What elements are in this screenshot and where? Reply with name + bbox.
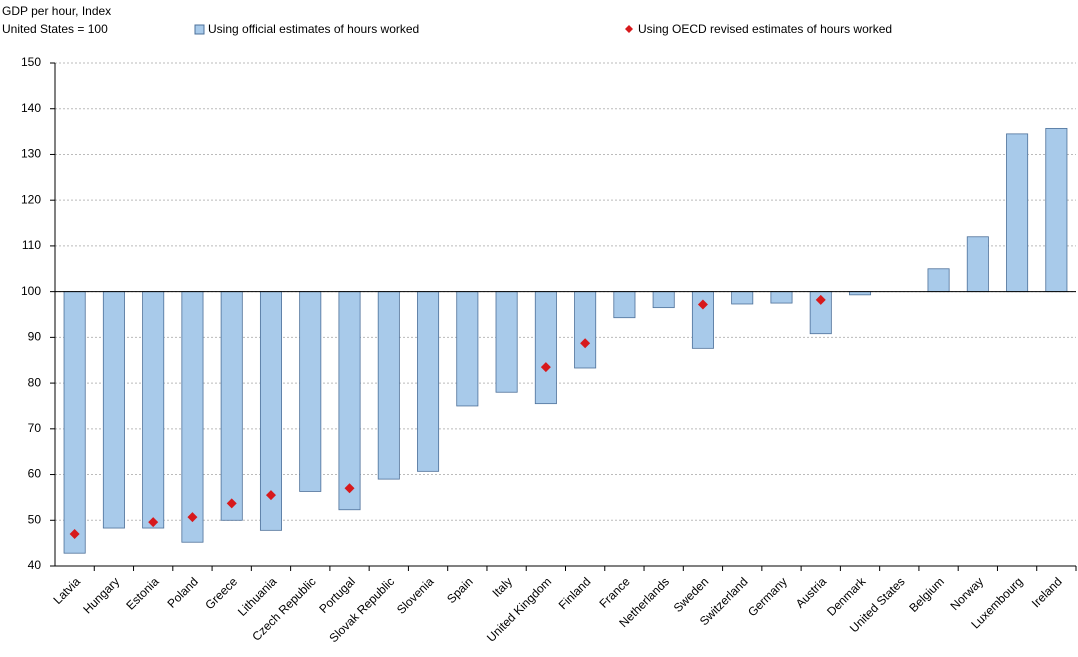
legend-swatch (194, 24, 205, 35)
x-tick-label: Poland (164, 574, 200, 610)
bar (927, 268, 950, 293)
bar (377, 291, 400, 480)
x-tick-label: Greece (202, 574, 240, 612)
x-tick-label: Belgium (906, 574, 947, 615)
bar (495, 291, 518, 393)
bar (966, 236, 989, 293)
bar (1006, 133, 1029, 293)
marker (815, 294, 826, 305)
bar (731, 291, 754, 305)
marker (540, 362, 551, 373)
x-tick-label: Spain (444, 574, 476, 606)
y-tick-label: 100 (21, 284, 41, 298)
legend-label: Using OECD revised estimates of hours wo… (638, 22, 892, 36)
marker (580, 338, 591, 349)
y-tick-label: 130 (21, 147, 41, 161)
bar (652, 291, 675, 309)
x-tick-label: Germany (745, 574, 790, 619)
y-tick-label: 50 (28, 512, 42, 526)
bar (63, 291, 86, 554)
x-tick-label: Slovenia (394, 574, 437, 617)
bar (613, 291, 636, 319)
bar (456, 291, 479, 407)
y-tick-label: 150 (21, 55, 41, 69)
bar (1045, 127, 1068, 293)
marker (265, 490, 276, 501)
bar (142, 291, 165, 529)
x-tick-label: Finland (556, 574, 594, 612)
y-tick-label: 70 (28, 421, 42, 435)
marker (148, 517, 159, 528)
bar (299, 291, 322, 492)
bar (417, 291, 440, 472)
legend-label: Using official estimates of hours worked (208, 22, 419, 36)
marker (226, 498, 237, 509)
marker (187, 512, 198, 523)
bar (338, 291, 361, 511)
legend-swatch (625, 25, 633, 33)
x-tick-label: Estonia (123, 574, 161, 612)
bar (102, 291, 125, 529)
x-tick-label: Hungary (80, 574, 122, 616)
bar (181, 291, 204, 543)
y-tick-label: 120 (21, 192, 41, 206)
x-tick-label: Austria (793, 574, 830, 611)
marker (344, 483, 355, 494)
x-tick-label: Norway (948, 574, 987, 613)
marker (69, 528, 80, 539)
y-tick-label: 80 (28, 375, 42, 389)
bar (770, 291, 793, 304)
y-tick-label: 40 (28, 558, 42, 572)
x-tick-label: Ireland (1029, 574, 1065, 610)
y-axis-label: United States = 100 (2, 22, 108, 36)
y-tick-label: 90 (28, 330, 42, 344)
marker (697, 299, 708, 310)
bar (534, 291, 557, 405)
y-tick-label: 60 (28, 467, 42, 481)
x-tick-label: Latvia (50, 574, 83, 607)
y-axis-label: GDP per hour, Index (2, 4, 111, 18)
x-tick-label: France (596, 574, 633, 611)
bar (220, 291, 243, 521)
y-tick-label: 140 (21, 101, 41, 115)
y-tick-label: 110 (22, 238, 41, 252)
x-tick-label: Italy (489, 574, 514, 599)
bar (574, 291, 597, 369)
